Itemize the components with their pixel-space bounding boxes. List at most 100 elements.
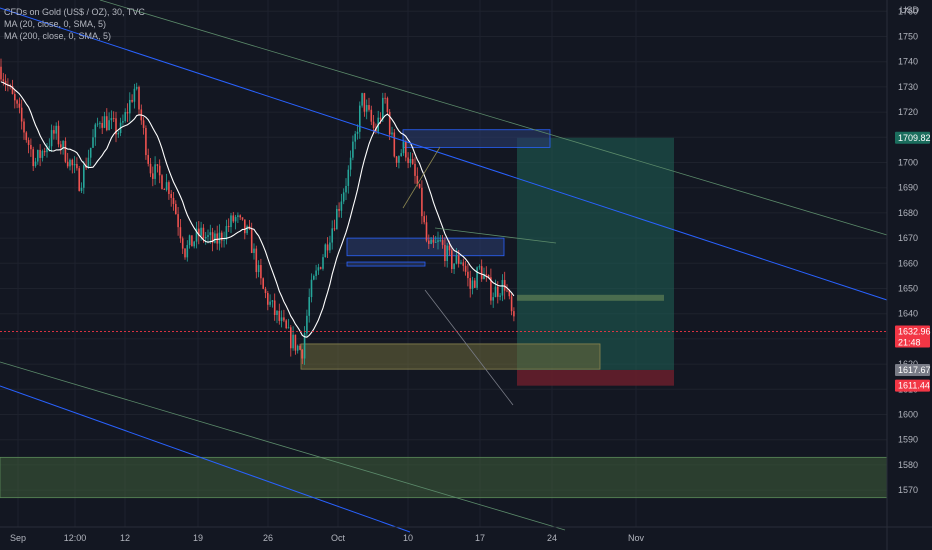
y-tick-label: 1680 xyxy=(898,208,918,218)
candle-body xyxy=(55,125,57,134)
trend-short xyxy=(434,227,557,244)
candle-body xyxy=(497,286,499,297)
candle-body xyxy=(434,241,437,243)
y-tick-label: 1690 xyxy=(898,183,918,193)
candle-body xyxy=(149,163,152,174)
candle-body xyxy=(359,105,361,132)
price-tag-last-time: 21:48 xyxy=(898,337,921,347)
supply-box-small xyxy=(346,261,426,267)
time-axis[interactable]: Sep 12:00 12 19 26 Oct 10 17 24 Nov xyxy=(0,526,932,543)
loss-zone xyxy=(517,369,674,386)
candle-body xyxy=(158,165,161,176)
candle-body xyxy=(283,317,285,321)
candle-body xyxy=(115,118,117,135)
candle-body xyxy=(384,97,386,99)
candle-body xyxy=(117,133,120,135)
candle-body xyxy=(232,215,235,222)
candle-body xyxy=(25,132,28,141)
candle-body xyxy=(60,144,62,148)
candle-body xyxy=(147,155,149,164)
candle-body xyxy=(451,250,453,270)
candle-body xyxy=(294,334,297,351)
candle-body xyxy=(106,116,108,131)
y-tick-label: 1640 xyxy=(898,309,918,319)
y-tick-label: 1670 xyxy=(898,233,918,243)
candle-body xyxy=(191,235,193,247)
candle-body xyxy=(264,288,267,294)
candle-body xyxy=(508,290,511,297)
candle-body xyxy=(27,140,30,145)
candle-body xyxy=(409,159,412,164)
x-tick-label: 17 xyxy=(475,533,485,543)
candle-body xyxy=(476,267,478,288)
candle-body xyxy=(310,279,313,298)
candle-body xyxy=(471,280,474,289)
candle-body xyxy=(89,147,92,158)
candle-body xyxy=(73,164,76,166)
candle-body xyxy=(444,244,446,261)
candle-body xyxy=(94,124,97,138)
candle-body xyxy=(41,151,44,158)
candle-body xyxy=(329,242,331,251)
candle-body xyxy=(230,215,232,228)
candle-body xyxy=(395,156,398,163)
candle-body xyxy=(62,140,64,148)
candle-body xyxy=(57,125,60,145)
candle-body xyxy=(428,240,430,244)
candle-body xyxy=(69,159,71,167)
candle-body xyxy=(326,244,329,251)
candle-body xyxy=(211,232,214,243)
candle-body xyxy=(506,290,508,292)
drawing-zones xyxy=(0,129,888,499)
candle-body xyxy=(221,232,223,241)
candle-body xyxy=(352,141,354,158)
candle-body xyxy=(129,99,131,114)
candle-body xyxy=(368,105,370,110)
candle-body xyxy=(78,168,80,191)
candle-body xyxy=(338,209,340,211)
target-zone-small xyxy=(517,294,664,301)
candle-body xyxy=(301,349,304,359)
candle-body xyxy=(276,310,278,315)
candle-body xyxy=(278,310,281,321)
candle-body xyxy=(354,133,356,142)
candle-body xyxy=(474,280,476,288)
candle-body xyxy=(163,188,166,190)
candle-body xyxy=(138,87,140,110)
candle-body xyxy=(250,228,253,253)
candle-body xyxy=(202,227,205,239)
candle-body xyxy=(464,265,467,272)
candle-body xyxy=(244,219,246,234)
price-tag-target-value: 1709.82 xyxy=(898,133,931,143)
candle-body xyxy=(53,130,55,134)
candle-body xyxy=(175,203,177,215)
candle-body xyxy=(280,317,283,321)
candle-body xyxy=(204,236,207,239)
candle-body xyxy=(510,296,513,312)
candle-body xyxy=(423,216,425,223)
y-tick-label: 1750 xyxy=(898,32,918,42)
candle-body xyxy=(131,99,133,102)
candle-body xyxy=(186,245,189,258)
candle-body xyxy=(23,121,25,133)
candle-body xyxy=(457,255,460,264)
currency-label: USD xyxy=(900,5,920,15)
candle-body xyxy=(135,87,138,89)
candle-body xyxy=(356,131,359,134)
candle-body xyxy=(48,146,51,148)
candle-body xyxy=(177,214,179,228)
price-axis[interactable]: USD1570158015901600161016201630164016501… xyxy=(886,0,920,550)
candle-body xyxy=(296,345,299,351)
candle-body xyxy=(50,130,53,147)
candle-body xyxy=(255,248,258,273)
candle-body xyxy=(513,311,515,317)
candle-body xyxy=(165,182,168,190)
x-tick-label: Sep xyxy=(10,533,26,543)
trend-lower-thin xyxy=(0,361,566,531)
trend-lines xyxy=(0,0,888,533)
candle-body xyxy=(96,123,99,125)
candle-body xyxy=(241,217,244,220)
candle-body xyxy=(80,187,83,191)
candle-body xyxy=(110,118,113,121)
